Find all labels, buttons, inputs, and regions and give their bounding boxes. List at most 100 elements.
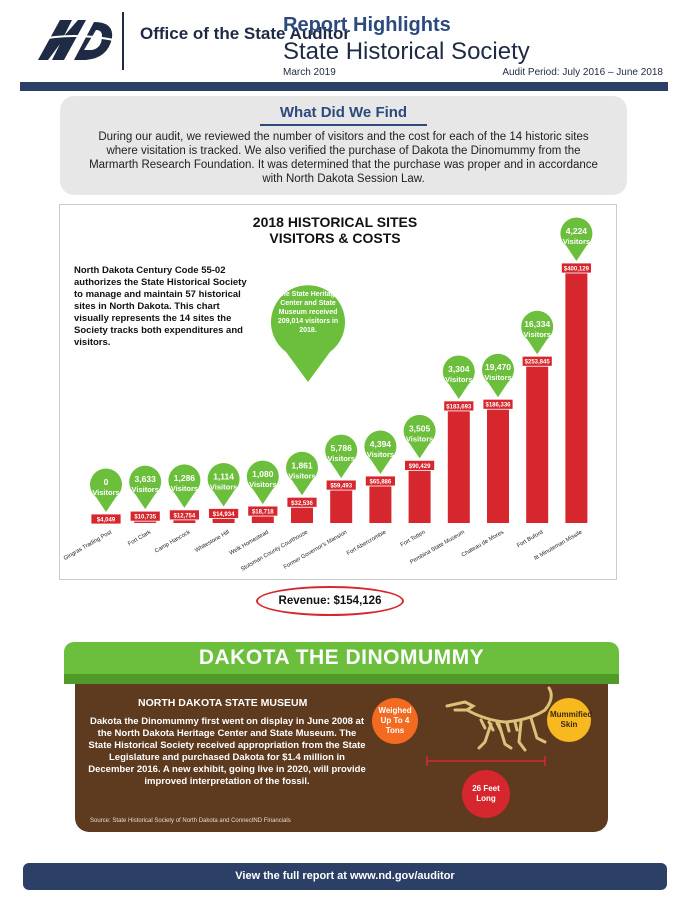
chart-title: 2018 HISTORICAL SITES VISITORS & COSTS [252,214,418,246]
museum-title: NORTH DAKOTA STATE MUSEUM [138,697,308,709]
skin-badge-text: Mummified Skin [550,710,593,729]
cost-bar [330,485,353,523]
category-label: Fort Clark [127,529,152,547]
grass-strip [64,674,619,684]
category-label: Fort Buford [516,530,544,550]
findings-panel: What Did We Find During our audit, we re… [60,96,627,195]
visitor-pin [286,451,318,496]
visitor-count: 1,080 [252,469,274,479]
nd-logo [35,20,115,60]
revenue-callout: Revenue: $154,126 [256,586,404,616]
visitor-count: 4,394 [370,439,392,449]
cost-label-box [325,479,357,491]
visitor-pin [442,355,475,399]
visitor-pin [560,217,593,261]
chart-note: North Dakota Century Code 55-02 authoriz… [74,265,247,348]
visitor-word: Visitors [171,484,198,493]
visitor-count: 19,470 [485,362,511,372]
visitor-pin [482,353,514,398]
heritage-center-callout: The State Heritage Center and State Muse… [277,291,338,334]
cost-label: $32,536 [291,501,313,507]
visitor-word: Visitors [524,330,551,339]
visitor-count: 3,304 [448,364,470,374]
visitor-pin [325,434,358,479]
cost-label: $12,754 [174,513,196,519]
visitor-word: Visitors [92,488,119,497]
dinomummy-header: DAKOTA THE DINOMUMMY [64,642,619,674]
dinosaur-skeleton-icon [426,686,553,766]
header-divider [122,12,124,70]
cost-label: $4,049 [97,518,116,524]
visitor-count: 3,505 [409,423,431,433]
cost-label-box [560,262,592,274]
full-report-link[interactable]: View the full report at www.nd.gov/audit… [23,863,667,890]
cost-bar [408,465,431,523]
category-label: Welk Homestead [229,530,270,557]
visitor-count: 1,286 [174,473,196,483]
findings-underline [260,124,427,126]
cost-label: $90,429 [409,464,431,470]
cost-label-box [404,459,436,471]
cost-label: $65,886 [370,480,392,486]
cost-label-box [169,509,200,521]
visitor-count: 1,114 [213,471,234,481]
sites-chart: $4,049 0 Visitors Gingras Trading Post $10,7… [59,204,617,580]
category-label: Former Governor's Mansion [283,530,348,571]
agency-title: State Historical Society [283,38,530,65]
office-name: Office of the State Auditor [140,24,350,43]
category-label: Camp Hancock [154,529,191,554]
cost-bar [369,481,392,523]
visitor-pin [364,430,397,475]
source-note: Source: State Historical Society of Nort… [90,818,291,824]
length-badge: 26 Feet Long [462,770,510,818]
cost-bar [526,361,549,523]
visitor-count: 3,633 [135,474,157,484]
cost-label-box [286,496,318,508]
visitor-word: Visitors [328,454,355,463]
cost-label-box [521,355,553,367]
cost-label-box [443,400,475,412]
length-badge-text: 26 Feet Long [472,784,500,803]
cost-bar [565,268,588,523]
cost-label: $10,735 [134,515,156,521]
category-label: Fort Abercrombie [346,530,388,557]
dinomummy-panel: NORTH DAKOTA STATE MUSEUM Dakota the Din… [75,684,608,832]
visitor-pin [90,468,122,512]
report-date: March 2019 [283,67,336,78]
visitor-count: 5,786 [331,443,353,453]
visitor-word: Visitors [249,480,276,489]
cost-label-box [482,398,514,410]
visitor-word: Visitors [367,450,394,459]
visitor-count: 4,224 [566,226,588,236]
cost-label-box [364,475,396,487]
header-bar [20,82,668,91]
cost-label: $18,718 [252,510,274,516]
heritage-center-pin [271,285,345,382]
visitor-word: Visitors [445,375,472,384]
cost-label-box [247,505,279,517]
visitor-pin [129,465,162,510]
category-label: Fort Totten [400,530,427,549]
cost-bar [251,511,274,523]
visitor-word: Visitors [132,485,159,494]
visitor-word: Visitors [210,482,237,491]
cost-label-box [208,508,240,519]
category-label: Whitestone Hill [194,530,230,555]
cost-bar [487,404,509,523]
category-label: Stutsman County Courthouse [240,530,309,573]
visitor-count: 0 [104,477,109,487]
cost-label: $14,934 [213,512,235,518]
dinomummy-text: Dakota the Dinomummy first went on displ… [88,716,366,787]
visitor-pin [521,310,554,355]
report-highlights-title: Report Highlights [283,14,451,36]
category-label: Gingras Trading Post [63,529,113,562]
visitor-word: Visitors [563,237,590,246]
cost-label: $400,129 [564,267,590,273]
cost-label-box [129,510,161,522]
visitor-word: Visitors [484,373,511,382]
visitor-pin [207,462,240,507]
cost-label: $59,493 [330,484,352,490]
findings-title: What Did We Find [279,104,408,121]
weight-badge-text: Weighed Up To 4 Tons [378,706,412,735]
